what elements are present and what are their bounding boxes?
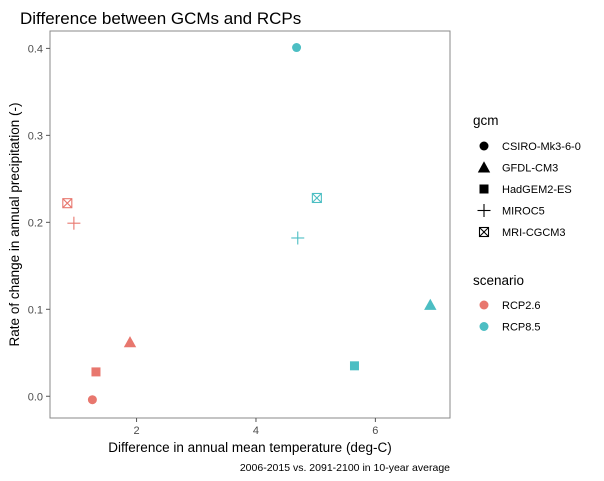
legend-scenario-label: RCP2.6 bbox=[502, 300, 541, 312]
data-point bbox=[123, 336, 137, 348]
x-tick-label: 6 bbox=[372, 425, 378, 437]
data-point bbox=[91, 367, 101, 377]
x-axis: 2 4 6 bbox=[134, 418, 378, 437]
legend-gcm-label: CSIRO-Mk3-6-0 bbox=[502, 141, 581, 153]
y-tick-label: 0.1 bbox=[28, 304, 43, 316]
y-tick-label: 0.4 bbox=[28, 43, 43, 55]
legend-gcm-label: MIROC5 bbox=[502, 206, 545, 218]
data-point bbox=[292, 43, 302, 53]
data-point bbox=[291, 231, 305, 245]
data-point bbox=[424, 298, 437, 310]
chart-title: Difference between GCMs and RCPs bbox=[20, 9, 301, 28]
legend-scenario-title: scenario bbox=[473, 273, 524, 288]
legend-scenario: RCP2.6 RCP8.5 bbox=[479, 300, 541, 334]
legend-scenario-key bbox=[479, 322, 489, 331]
x-tick-label: 2 bbox=[134, 425, 140, 437]
legend-gcm-key bbox=[477, 161, 491, 173]
legend-gcm-label: HadGEM2-ES bbox=[502, 184, 572, 196]
legend-gcm-key bbox=[479, 141, 489, 151]
legend-gcm-key bbox=[478, 226, 490, 238]
data-point bbox=[311, 192, 322, 204]
y-tick-label: 0.3 bbox=[28, 130, 43, 142]
y-tick-label: 0.2 bbox=[28, 217, 43, 229]
data-points bbox=[62, 43, 437, 405]
y-tick-label: 0.0 bbox=[28, 391, 43, 403]
legend-gcm-label: MRI-CGCM3 bbox=[502, 227, 566, 239]
legend-gcm-label: GFDL-CM3 bbox=[502, 163, 558, 175]
legend-gcm-key bbox=[479, 184, 489, 194]
legend-gcm-key bbox=[477, 204, 491, 217]
plot-panel bbox=[49, 30, 451, 419]
y-axis: 0.0 0.1 0.2 0.3 0.4 bbox=[28, 43, 50, 403]
legend-gcm-title: gcm bbox=[473, 113, 499, 128]
caption: 2006-2015 vs. 2091-2100 in 10-year avera… bbox=[240, 462, 450, 474]
legend-scenario-label: RCP8.5 bbox=[502, 322, 541, 334]
data-point bbox=[349, 361, 359, 371]
data-point bbox=[87, 395, 97, 405]
x-tick-label: 4 bbox=[253, 425, 259, 437]
legend-scenario-key bbox=[479, 300, 489, 310]
x-axis-label: Difference in annual mean temperature (d… bbox=[108, 440, 391, 455]
data-point bbox=[62, 198, 73, 209]
legend-gcm: CSIRO-Mk3-6-0 GFDL-CM3 HadGEM2-ES MIROC5 MRI… bbox=[477, 141, 581, 239]
y-axis-label: Rate of change in annual precipitation (… bbox=[7, 103, 22, 347]
data-point bbox=[67, 216, 81, 230]
